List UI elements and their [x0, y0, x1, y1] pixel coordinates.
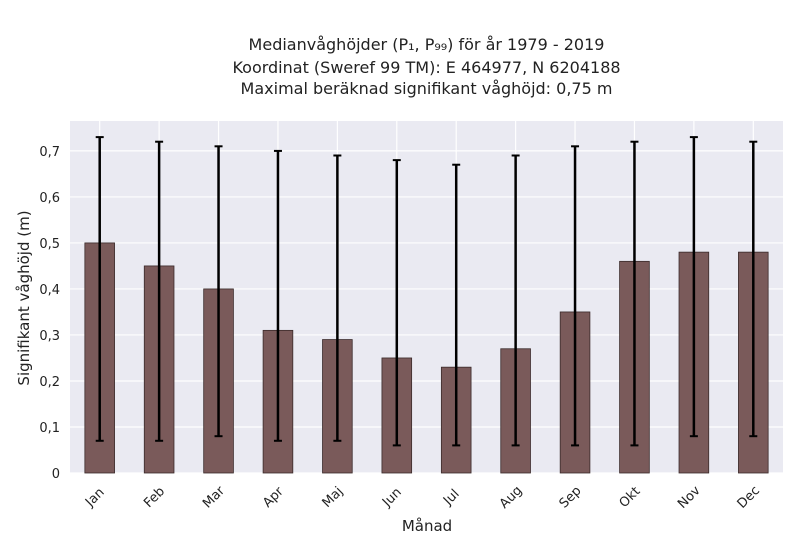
x-tick-labels: Jan Feb Mar Apr Maj Jun Jul Aug Sep Okt Nov Dec [82, 483, 763, 512]
x-tick-label: Jan [82, 485, 107, 510]
chart-title-line-3: Maximal beräknad signifikant våghöjd: 0,… [240, 79, 613, 98]
plot-area [70, 121, 783, 473]
x-tick-label: Sep [557, 484, 585, 512]
error-bar-jun [392, 159, 401, 447]
x-tick-label: Feb [141, 484, 168, 511]
y-tick-label: 0,3 [39, 329, 60, 344]
y-tick-label: 0,1 [39, 421, 60, 436]
error-bar-jan [95, 136, 104, 442]
error-bar-mar [214, 145, 223, 438]
error-bar-feb [155, 140, 164, 442]
y-tick-label: 0 [52, 467, 60, 482]
x-tick-label: Maj [320, 484, 347, 511]
error-bars [95, 136, 758, 447]
chart-title-line-1: Medianvåghöjder (P₁, P₉₉) för år 1979 - … [248, 35, 605, 54]
x-tick-label: Nov [675, 483, 704, 512]
x-tick-label: Jul [440, 487, 462, 509]
error-bar-apr [273, 149, 282, 442]
y-tick-label: 0,5 [39, 237, 60, 252]
error-bar-sep [571, 145, 580, 447]
x-tick-label: Okt [617, 484, 644, 511]
x-tick-label: Aug [497, 483, 526, 512]
error-bar-maj [333, 154, 342, 442]
y-axis-label: Signifikant våghöjd (m) [15, 210, 33, 385]
x-tick-label: Apr [260, 484, 287, 511]
error-bar-nov [689, 136, 698, 438]
error-bar-dec [749, 140, 758, 438]
x-tick-label: Dec [735, 483, 763, 511]
y-tick-label: 0,2 [39, 375, 60, 390]
y-tick-label: 0,7 [39, 145, 60, 160]
y-tick-labels: 0 0,1 0,2 0,3 0,4 0,5 0,6 0,7 [39, 145, 60, 482]
error-bar-jul [452, 163, 461, 447]
y-tick-label: 0,4 [39, 283, 60, 298]
x-axis-label: Månad [402, 517, 452, 535]
y-tick-label: 0,6 [39, 191, 60, 206]
chart-title-line-2: Koordinat (Sweref 99 TM): E 464977, N 62… [232, 58, 621, 77]
x-tick-label: Jun [379, 485, 405, 511]
x-tick-label: Mar [200, 483, 228, 511]
error-bar-aug [511, 154, 520, 447]
error-bar-okt [630, 140, 639, 447]
